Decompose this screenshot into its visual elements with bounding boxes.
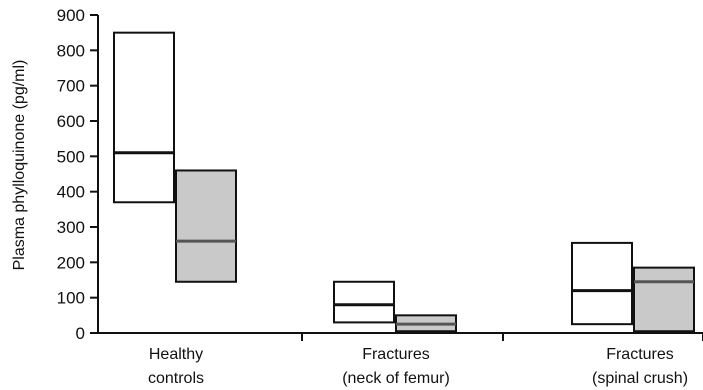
category-label-0-line2: controls [148,370,204,387]
category-label-1-line2: (neck of femur) [342,370,450,387]
y-tick-label-200: 200 [57,253,85,272]
box-shaded-category-2 [633,266,695,333]
box-open-category-1 [333,280,395,324]
y-tick-label-100: 100 [57,289,85,308]
boxes-layer [113,31,695,333]
axes-layer [97,15,703,334]
y-tick-label-600: 600 [57,112,85,131]
category-label-2-line1: Fractures [606,346,674,363]
y-axis-title: Plasma phylloquinone (pg/ml) [11,60,28,271]
box-open-category-2 [571,241,633,326]
box-shaded-category-0 [175,169,237,283]
y-tick-label-900: 900 [57,6,85,25]
y-tick-label-300: 300 [57,218,85,237]
y-ticks: 0 100 200 300 400 500 600 700 800 900 [57,6,703,343]
y-tick-label-400: 400 [57,183,85,202]
category-labels: Healthy controls Fractures (neck of femur) F… [148,346,688,387]
box-open-category-0 [113,31,175,204]
category-label-2-line2: (spinal crush) [592,370,688,387]
y-tick-label-700: 700 [57,77,85,96]
y-tick-label-0: 0 [76,324,85,343]
y-tick-label-500: 500 [57,147,85,166]
y-tick-label-800: 800 [57,41,85,60]
category-label-1-line1: Fractures [362,346,430,363]
category-label-0-line1: Healthy [149,346,203,363]
